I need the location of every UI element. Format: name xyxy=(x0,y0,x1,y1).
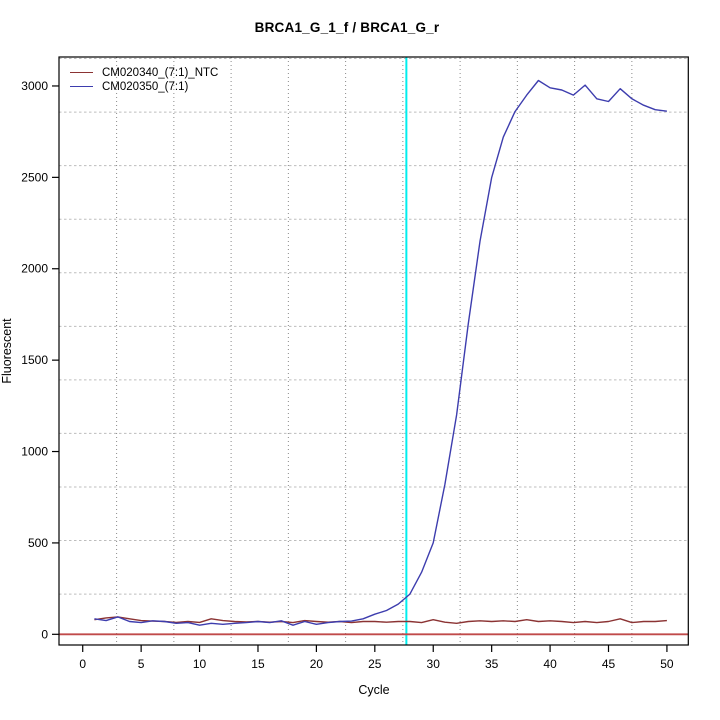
x-tick-label: 25 xyxy=(368,657,382,671)
y-tick-label: 3000 xyxy=(21,79,48,93)
x-tick-label: 0 xyxy=(79,657,86,671)
chart-title: BRCA1_G_1_f / BRCA1_G_r xyxy=(254,20,440,35)
x-tick-label: 40 xyxy=(543,657,557,671)
x-tick-label: 45 xyxy=(602,657,616,671)
y-tick-label: 2000 xyxy=(21,262,48,276)
legend-item-sample: CM020350_(7:1) xyxy=(70,80,218,93)
legend-item-ntc: CM020340_(7:1)_NTC xyxy=(70,66,218,79)
legend-label-ntc: CM020340_(7:1)_NTC xyxy=(102,66,219,79)
x-tick-label: 30 xyxy=(427,657,441,671)
series-line-ntc xyxy=(94,616,667,624)
x-tick-label: 20 xyxy=(310,657,324,671)
legend-line-swatch-sample xyxy=(70,86,93,87)
y-tick-label: 0 xyxy=(41,627,48,641)
y-tick-label: 1000 xyxy=(21,445,48,459)
legend: CM020340_(7:1)_NTC CM020350_(7:1) xyxy=(70,66,218,93)
y-tick-label: 1500 xyxy=(21,353,48,367)
series-line-sample xyxy=(94,79,667,626)
x-tick-label: 15 xyxy=(251,657,265,671)
y-tick-label: 2500 xyxy=(21,170,48,184)
x-tick-label: 10 xyxy=(193,657,207,671)
plot-border xyxy=(58,56,689,646)
legend-line-swatch-ntc xyxy=(70,72,93,73)
x-tick-label: 35 xyxy=(485,657,499,671)
legend-label-sample: CM020350_(7:1) xyxy=(102,80,189,93)
x-axis-label: Cycle xyxy=(358,683,390,697)
x-tick-label: 5 xyxy=(138,657,145,671)
y-tick-label: 500 xyxy=(28,536,48,550)
x-tick-label: 50 xyxy=(660,657,674,671)
